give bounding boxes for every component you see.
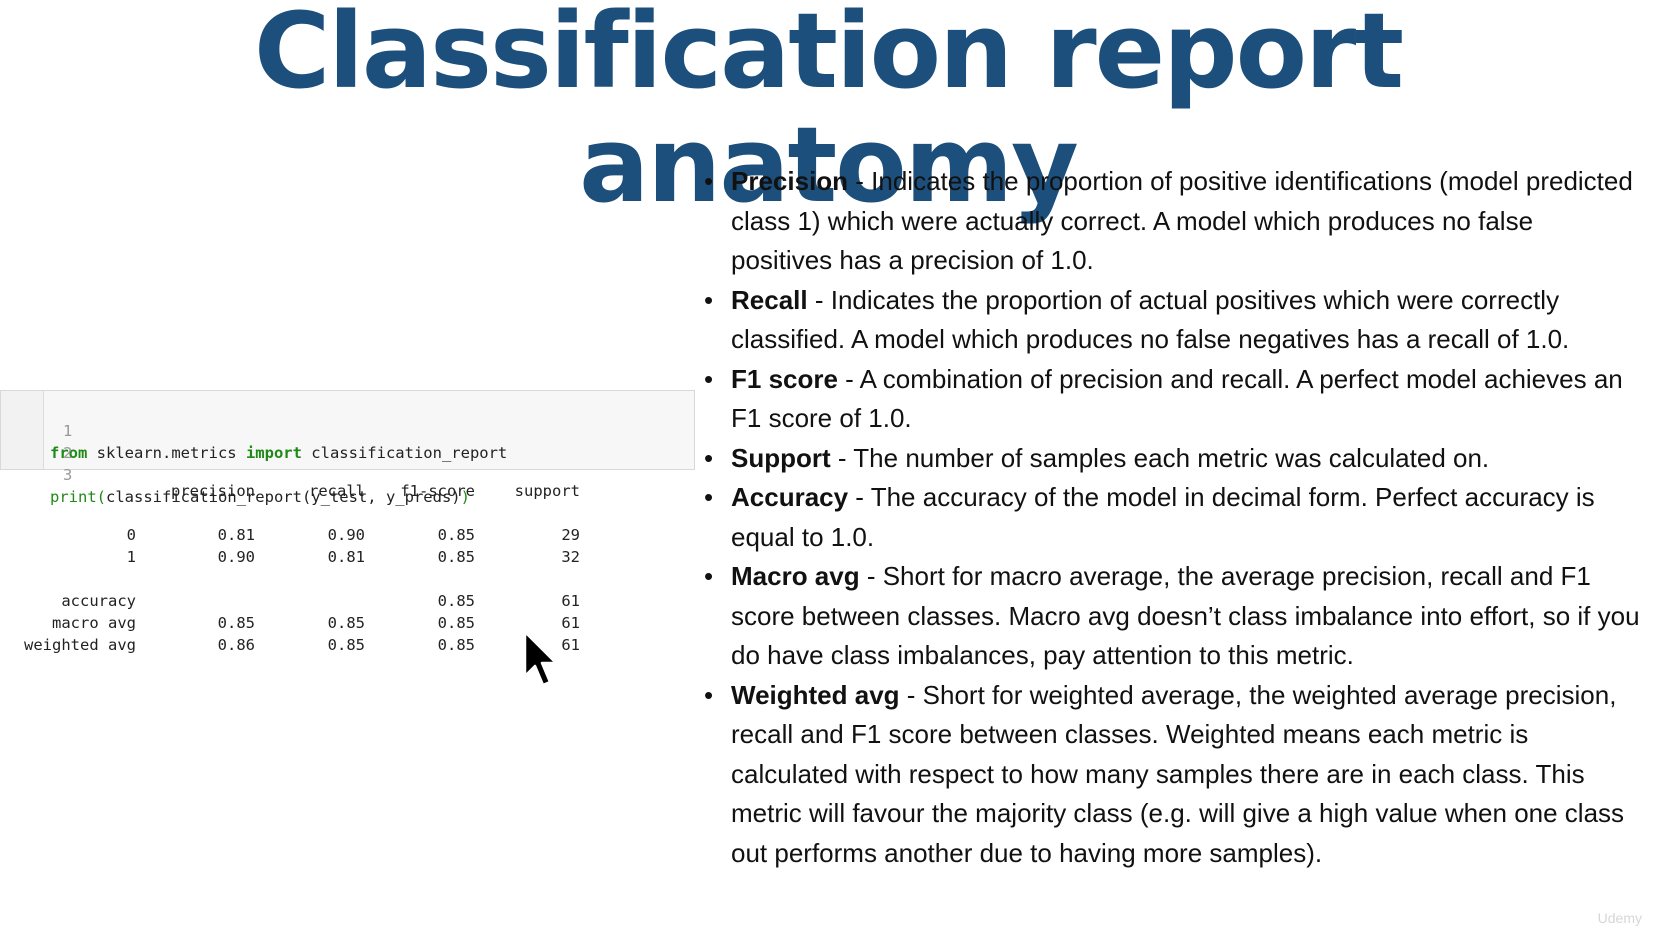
row-label: 0: [126, 526, 136, 544]
bullet-dot: •: [704, 284, 714, 315]
bullet-support: • Support - The number of samples each me…: [700, 439, 1640, 479]
header-support: support: [514, 482, 580, 500]
classification-report-output: precision recall f1-score support 0 0.81…: [0, 480, 600, 680]
print-function: print(: [50, 488, 106, 506]
bullet-dot: •: [704, 442, 714, 473]
cell-recall: 0.81: [327, 548, 365, 566]
code-line: 2: [1, 420, 72, 462]
term-accuracy: Accuracy: [731, 482, 849, 512]
bullet-precision: • Precision - Indicates the proportion of…: [700, 162, 1640, 281]
definition-weighted-avg: - Short for weighted average, the weight…: [731, 679, 1625, 868]
term-support: Support: [731, 442, 831, 473]
cell-support: 61: [561, 636, 580, 654]
cell-recall: 0.90: [327, 526, 365, 544]
close-paren: ): [460, 488, 470, 506]
row-label: accuracy: [61, 592, 136, 610]
line-number: 2: [62, 444, 73, 462]
term-weighted-avg: Weighted avg: [731, 679, 900, 710]
bullet-dot: •: [704, 363, 714, 394]
bullet-dot: •: [704, 561, 714, 591]
definition-f1-score: - A combination of precision and recall.…: [731, 363, 1623, 434]
cell-support: 61: [561, 592, 580, 610]
bullet-dot: •: [704, 166, 714, 196]
term-f1-score: F1 score: [731, 363, 838, 394]
row-label: 1: [126, 548, 136, 566]
function-call: classification_report(y_test, y_preds): [106, 488, 461, 506]
page-title: Classification report anatomy: [253, 0, 1404, 227]
keyword-from: from: [50, 444, 88, 462]
bullet-dot: •: [704, 482, 714, 512]
cell-support: 61: [561, 614, 580, 632]
bullet-f1-score: • F1 score - A combination of precision a…: [700, 360, 1640, 439]
keyword-import: import: [245, 444, 302, 462]
cell-f1: 0.85: [437, 592, 475, 610]
term-precision: Precision: [731, 166, 849, 196]
metric-definitions-list: • Precision - Indicates the proportion of…: [700, 162, 1640, 873]
bullet-recall: • Recall - Indicates the proportion of ac…: [700, 281, 1640, 360]
cell-recall: 0.85: [327, 636, 365, 654]
bullet-macro-avg: • Macro avg - Short for macro average, th…: [700, 557, 1640, 676]
cell-f1: 0.85: [437, 526, 475, 544]
row-label: weighted avg: [24, 636, 136, 654]
code-cell[interactable]: 1 from sklearn.metrics import classifica…: [0, 390, 695, 506]
bullet-dot: •: [704, 679, 714, 710]
definition-precision: - Indicates the proportion of positive i…: [731, 166, 1633, 275]
cell-f1: 0.85: [437, 614, 475, 632]
row-label: macro avg: [52, 614, 136, 632]
cell-precision: 0.86: [217, 636, 255, 654]
line-number: 1: [62, 422, 73, 440]
module-name: sklearn.metrics: [87, 444, 246, 462]
bullet-weighted-avg: • Weighted avg - Short for weighted avera…: [700, 676, 1640, 874]
cell-support: 29: [561, 526, 580, 544]
cell-f1: 0.85: [437, 548, 475, 566]
definition-accuracy: - The accuracy of the model in decimal f…: [731, 482, 1595, 552]
line-number: 3: [62, 466, 73, 484]
definition-support: - The number of samples each metric was …: [830, 442, 1490, 473]
header-recall: recall: [309, 482, 365, 500]
bullet-accuracy: • Accuracy - The accuracy of the model in…: [700, 478, 1640, 557]
cell-precision: 0.85: [217, 614, 255, 632]
term-macro-avg: Macro avg: [731, 561, 860, 591]
cell-f1: 0.85: [437, 636, 475, 654]
header-f1-score: f1-score: [400, 482, 475, 500]
cell-precision: 0.90: [217, 548, 255, 566]
definition-macro-avg: - Short for macro average, the average p…: [731, 561, 1640, 670]
definition-recall: - Indicates the proportion of actual pos…: [731, 284, 1570, 355]
cell-support: 32: [561, 548, 580, 566]
term-recall: Recall: [731, 284, 808, 315]
imported-name: classification_report: [301, 444, 508, 462]
code-line: 3 print(classification_report(y_test, y_…: [1, 442, 470, 506]
cell-recall: 0.85: [327, 614, 365, 632]
mouse-pointer-icon: [523, 630, 558, 687]
code-line: 1 from sklearn.metrics import classifica…: [1, 398, 507, 462]
udemy-watermark: Udemy: [1597, 910, 1642, 926]
header-precision: precision: [171, 482, 255, 500]
line-number-gutter: [1, 391, 44, 469]
cell-precision: 0.81: [217, 526, 255, 544]
